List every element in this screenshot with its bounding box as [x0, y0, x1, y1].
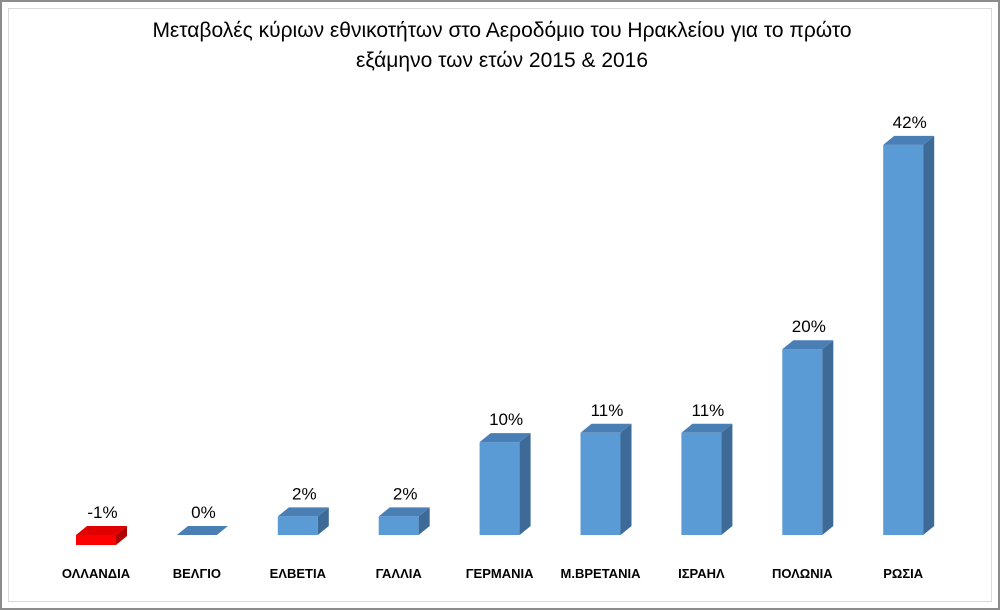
bar-front-1: [76, 535, 116, 545]
category-label-4: ΓΑΛΛΙΑ: [376, 566, 423, 581]
bar-top-4: [378, 507, 430, 517]
bar-2: [176, 526, 228, 535]
bar-front-6: [580, 432, 621, 535]
chart-title: Μεταβολές κύριων εθνικοτήτων στο Αεροδόμ…: [62, 16, 942, 76]
bar-3: [277, 507, 329, 535]
data-label-5: 10%: [489, 410, 523, 429]
bar-5: [479, 433, 531, 535]
data-label-1: -1%: [87, 503, 117, 522]
bar-side-5: [519, 433, 531, 535]
chart-title-line-2: εξάμηνο των ετών 2015 & 2016: [355, 49, 649, 72]
bar-front-5: [479, 442, 520, 535]
bar-side-3: [317, 507, 329, 535]
category-label-6: Μ.ΒΡΕΤΑΝΙΑ: [561, 566, 642, 581]
data-label-7: 11%: [692, 401, 725, 420]
bar-4: [378, 507, 430, 535]
bar-side-4: [418, 507, 430, 535]
data-label-3: 2%: [292, 484, 317, 503]
bar-9: [883, 135, 935, 535]
category-label-5: ΓΕΡΜΑΝΙΑ: [466, 566, 534, 581]
data-label-9: 42%: [893, 113, 927, 132]
chart-title-line-1: Μεταβολές κύριων εθνικοτήτων στο Αεροδόμ…: [152, 19, 852, 42]
bar-top-8: [782, 340, 834, 350]
bar-top-6: [580, 423, 632, 433]
bar-side-8: [822, 340, 834, 535]
bar-front-4: [378, 516, 419, 535]
data-label-2: 0%: [191, 503, 216, 522]
bar-front-9: [883, 144, 924, 535]
bar-top-9: [883, 135, 935, 145]
category-label-3: ΕΛΒΕΤΙΑ: [270, 566, 327, 581]
bar-6: [580, 423, 632, 535]
bar-top-1: [76, 526, 127, 535]
chart-area-border: [8, 8, 992, 602]
category-label-8: ΠΟΛΩΝΙΑ: [772, 566, 833, 581]
bar-top-7: [681, 423, 733, 433]
bar-front-3: [277, 516, 318, 535]
bar-7: [681, 423, 733, 535]
bar-1: [76, 526, 127, 545]
data-label-6: 11%: [591, 401, 624, 420]
category-label-9: ΡΩΣΙΑ: [883, 566, 924, 581]
bar-8: [782, 340, 834, 535]
category-label-2: ΒΕΛΓΙΟ: [173, 566, 221, 581]
data-label-8: 20%: [792, 317, 826, 336]
bar-front-7: [681, 432, 722, 535]
bar-top-5: [479, 433, 531, 443]
bar-top-3: [277, 507, 329, 517]
bar-side-1: [116, 526, 127, 545]
bar-front-8: [782, 349, 823, 535]
bar-side-7: [721, 423, 733, 535]
data-label-4: 2%: [393, 484, 418, 503]
bar-top-2: [176, 526, 228, 535]
category-label-7: ΙΣΡΑΗΛ: [678, 566, 725, 581]
category-label-1: ΟΛΛΑΝΔΙΑ: [62, 566, 131, 581]
bar-side-6: [620, 423, 632, 535]
bar-side-9: [923, 135, 935, 535]
